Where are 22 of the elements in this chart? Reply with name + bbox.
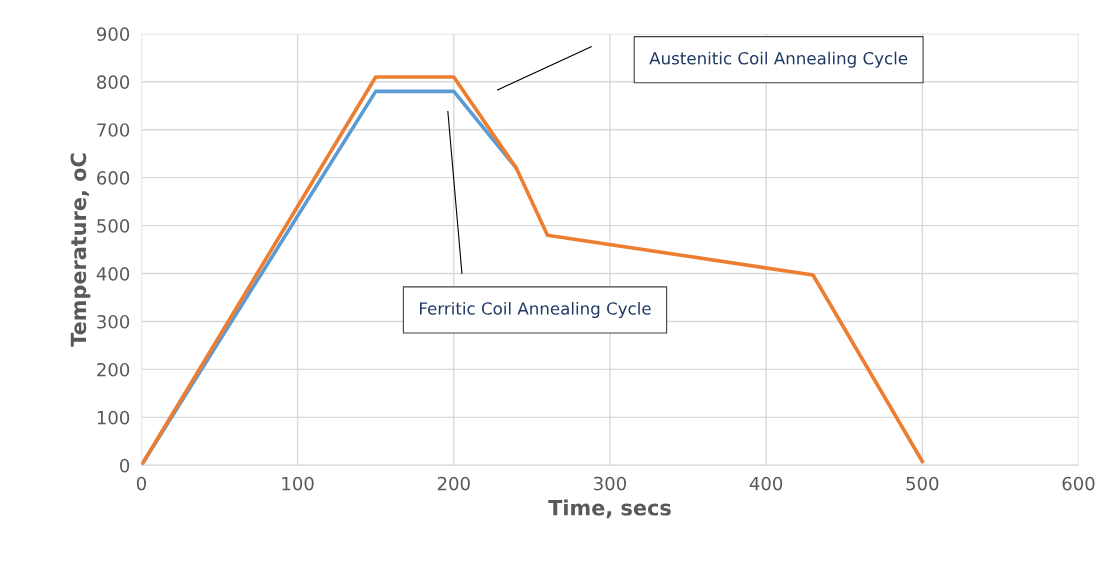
y-axis-title: Temperature, oC xyxy=(70,153,91,347)
x-tick-label: 300 xyxy=(594,476,626,491)
y-tick-label: 200 xyxy=(97,362,130,377)
annotation: Ferritic Coil Annealing Cycle xyxy=(420,301,651,319)
annotation: Austenitic Coil Annealing Cycle xyxy=(649,51,908,68)
x-tick-label: 500 xyxy=(906,476,939,491)
x-tick-label: 600 xyxy=(1062,476,1095,491)
line-series xyxy=(141,75,925,466)
y-tick-label: 500 xyxy=(97,219,130,233)
y-tick-label: 100 xyxy=(97,410,130,425)
x-tick-label: 100 xyxy=(282,476,314,491)
x-tick-label: 0 xyxy=(136,476,146,491)
x-tick-label: 200 xyxy=(437,476,470,491)
y-tick-label: 0 xyxy=(120,458,130,473)
y-tick-label: 400 xyxy=(96,267,130,281)
x-axis-title: Time, secs xyxy=(548,499,671,519)
y-tick-label: 300 xyxy=(97,314,130,329)
x-tick-label: 400 xyxy=(749,476,783,491)
y-tick-label: 900 xyxy=(97,27,130,41)
y-tick-label: 600 xyxy=(97,171,130,185)
y-tick-label: 800 xyxy=(97,75,130,89)
y-tick-label: 700 xyxy=(97,123,130,137)
